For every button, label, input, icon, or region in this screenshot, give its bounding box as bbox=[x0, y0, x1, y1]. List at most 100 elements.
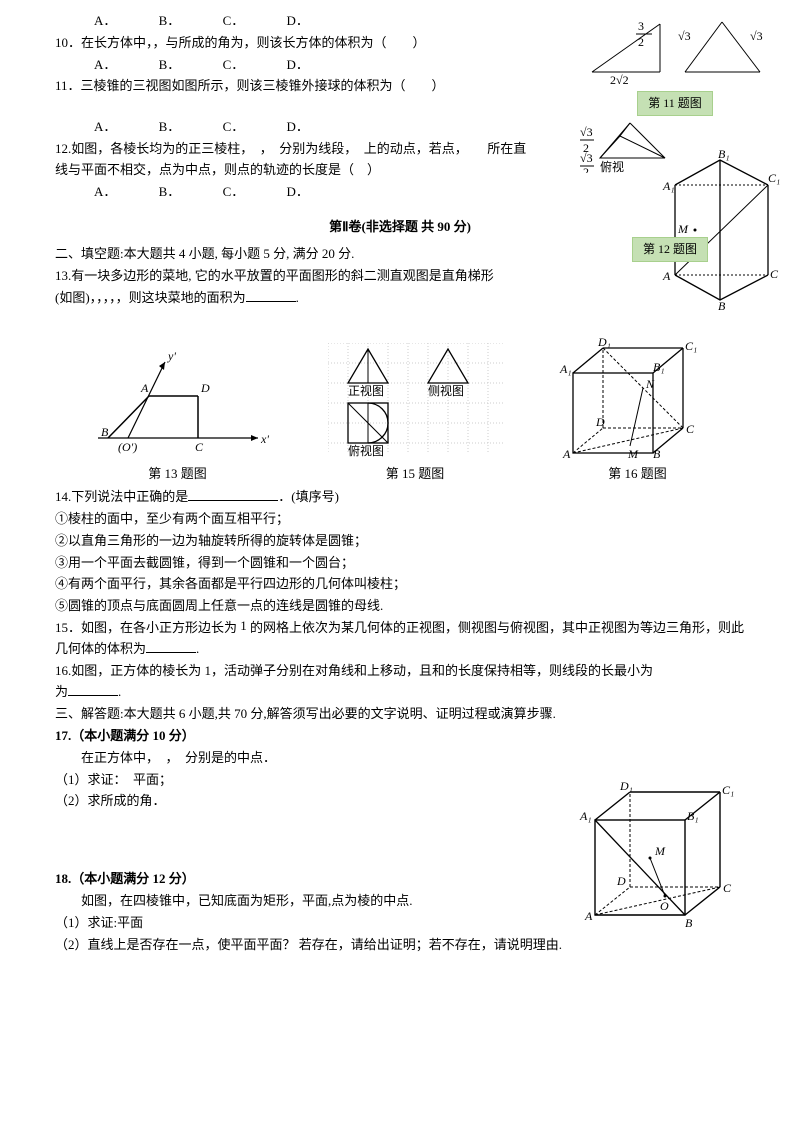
q9-choice-d: D． bbox=[286, 13, 308, 28]
q15-text1: 15．如图，在各小正方形边长为 bbox=[55, 620, 237, 635]
svg-text:A: A bbox=[140, 381, 149, 395]
svg-text:C₁: C₁ bbox=[722, 783, 734, 797]
q12-choice-b: B． bbox=[159, 184, 181, 199]
q15-num: 1 bbox=[240, 618, 247, 633]
q14-text: 14.下列说法中正确的是 bbox=[55, 489, 188, 504]
svg-text:√3: √3 bbox=[580, 151, 593, 165]
svg-text:D: D bbox=[616, 874, 626, 888]
svg-text:√3: √3 bbox=[678, 29, 691, 43]
svg-text:B: B bbox=[101, 425, 109, 439]
q16-period: . bbox=[118, 684, 121, 699]
q14-blank bbox=[188, 488, 278, 501]
svg-text:2√2: 2√2 bbox=[610, 73, 629, 84]
svg-text:A₁: A₁ bbox=[579, 809, 592, 823]
q10-choice-b: B． bbox=[159, 57, 181, 72]
q12-choices: A． B． C． D． bbox=[55, 182, 745, 203]
q12-choice-c: C． bbox=[223, 184, 245, 199]
q13-text1: 13.有一块多边形的菜地, 它的水平放置的平面图形的斜二测直观图是直角梯形 bbox=[55, 266, 745, 287]
q9-choice-b: B． bbox=[159, 13, 181, 28]
svg-text:俯视图: 俯视图 bbox=[348, 443, 384, 458]
q12-choice-d: D． bbox=[286, 184, 308, 199]
q13-caption: 第 13 题图 bbox=[83, 464, 273, 485]
svg-text:D: D bbox=[200, 381, 210, 395]
q16-caption: 第 16 题图 bbox=[558, 464, 718, 485]
q9-choice-a: A． bbox=[94, 13, 116, 28]
svg-text:M: M bbox=[627, 447, 639, 458]
q10-choice-d: D． bbox=[286, 57, 308, 72]
svg-text:B: B bbox=[653, 447, 661, 458]
svg-text:B: B bbox=[718, 299, 726, 310]
q13-text2-row: (如图)，，，，，则这块菜地的面积为. bbox=[55, 288, 745, 309]
q13-period: . bbox=[296, 290, 299, 305]
q12-prism-block: M A₁ B₁ C₁ A B C 第 12 题图 bbox=[660, 150, 780, 342]
svg-text:M: M bbox=[654, 844, 666, 858]
svg-text:C: C bbox=[770, 267, 779, 281]
q17-figure: A B C D A₁ B₁ C₁ D₁ M O bbox=[575, 780, 745, 947]
q14-s5: ⑤圆锥的顶点与底面圆周上任意一点的连线是圆锥的母线. bbox=[55, 596, 745, 617]
svg-text:正视图: 正视图 bbox=[348, 383, 384, 398]
q11-three-views: 3 2 2√2 √3 √3 bbox=[580, 12, 770, 84]
svg-text:A: A bbox=[562, 447, 571, 458]
q14-s3: ③用一个平面去截圆锥，得到一个圆锥和一个圆台； bbox=[55, 553, 745, 574]
q9-choice-c: C． bbox=[223, 13, 245, 28]
q17-title: 17.（本小题满分 10 分） bbox=[55, 726, 745, 747]
q11-figure-block: 3 2 2√2 √3 √3 第 11 题图 bbox=[580, 12, 770, 116]
q16-text: 16.如图，正方体的棱长为 1，活动弹子分别在对角线和上移动，且和的长度保持相等… bbox=[55, 663, 653, 678]
svg-text:A₁: A₁ bbox=[559, 362, 572, 376]
q10-choice-c: C． bbox=[223, 57, 245, 72]
svg-text:B₁: B₁ bbox=[718, 150, 730, 161]
part3-intro: 三、解答题:本大题共 6 小题,共 70 分,解答须写出必要的文字说明、证明过程… bbox=[55, 704, 745, 725]
q15-blank bbox=[146, 640, 196, 653]
q14-tail: ．(填序号) bbox=[278, 489, 339, 504]
q14-s2: ②以直角三角形的一边为轴旋转所得的旋转体是圆锥； bbox=[55, 531, 745, 552]
q13-blank bbox=[246, 289, 296, 302]
svg-text:√3: √3 bbox=[580, 125, 593, 139]
svg-text:A: A bbox=[662, 269, 671, 283]
svg-text:B: B bbox=[685, 916, 693, 930]
q15-caption: 第 15 题图 bbox=[328, 464, 503, 485]
svg-text:y': y' bbox=[167, 349, 176, 363]
svg-text:2: 2 bbox=[583, 165, 589, 173]
q16-blank bbox=[68, 683, 118, 696]
svg-text:O: O bbox=[660, 899, 669, 913]
q11-choice-b: B． bbox=[159, 119, 181, 134]
q13-figure: y' x' (O') A B C D 第 13 题图 bbox=[83, 348, 273, 486]
svg-text:3: 3 bbox=[638, 19, 644, 33]
svg-text:B₁: B₁ bbox=[653, 360, 665, 374]
q17-l1: 在正方体中， ， 分别是的中点． bbox=[55, 748, 745, 769]
q11-choice-d: D． bbox=[286, 119, 308, 134]
svg-text:C: C bbox=[723, 881, 732, 895]
svg-text:M: M bbox=[677, 222, 689, 236]
q12-choice-a: A． bbox=[94, 184, 116, 199]
q16-row: 16.如图，正方体的棱长为 1，活动弹子分别在对角线和上移动，且和的长度保持相等… bbox=[55, 661, 745, 682]
svg-text:√3: √3 bbox=[750, 29, 763, 43]
q15-row: 15．如图，在各小正方形边长为 1 的网格上依次为某几何体的正视图，侧视图与俯视… bbox=[55, 618, 745, 660]
svg-text:2: 2 bbox=[638, 35, 644, 49]
svg-text:B₁: B₁ bbox=[687, 809, 699, 823]
svg-text:侧视图: 侧视图 bbox=[428, 383, 464, 398]
q15-figure: 正视图 侧视图 俯视图 第 15 题图 bbox=[328, 343, 503, 486]
q12-fig-label: 第 12 题图 bbox=[632, 237, 708, 262]
svg-text:A: A bbox=[584, 909, 593, 923]
q12-text: 12.如图，各棱长均为的正三棱柱， ， 分别为线段， 上的动点，若点， 所在直线… bbox=[55, 139, 535, 181]
svg-text:(O'): (O') bbox=[118, 440, 137, 454]
q11-choice-c: C． bbox=[223, 119, 245, 134]
svg-text:俯视: 俯视 bbox=[600, 159, 624, 173]
q12-prism: M A₁ B₁ C₁ A B C bbox=[660, 150, 780, 310]
svg-text:C₁: C₁ bbox=[768, 171, 780, 185]
figure-row: y' x' (O') A B C D 第 13 题图 bbox=[55, 338, 745, 486]
part2-title: 第Ⅱ卷(非选择题 共 90 分) bbox=[55, 217, 745, 238]
svg-text:A₁: A₁ bbox=[662, 179, 675, 193]
svg-text:x': x' bbox=[260, 432, 269, 446]
q15-period: . bbox=[196, 641, 199, 656]
q16-row2: 为. bbox=[55, 682, 745, 703]
q10-choice-a: A． bbox=[94, 57, 116, 72]
q14-s1: ①棱柱的面中，至少有两个面互相平行； bbox=[55, 509, 745, 530]
q14-s4: ④有两个面平行，其余各面都是平行四边形的几何体叫棱柱； bbox=[55, 574, 745, 595]
svg-text:D: D bbox=[595, 415, 605, 429]
svg-text:D₁: D₁ bbox=[597, 338, 611, 349]
svg-text:N: N bbox=[645, 377, 655, 391]
svg-text:C: C bbox=[195, 440, 204, 454]
q11-choice-a: A． bbox=[94, 119, 116, 134]
q16-figure: A B C D A₁ B₁ C₁ D₁ M N 第 16 题图 bbox=[558, 338, 718, 486]
